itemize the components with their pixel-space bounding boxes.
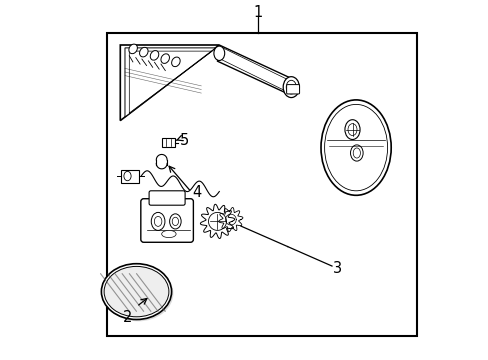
FancyBboxPatch shape <box>149 191 185 205</box>
Text: 4: 4 <box>192 185 201 200</box>
Ellipse shape <box>347 123 356 135</box>
Ellipse shape <box>320 100 390 195</box>
Bar <box>162 138 175 147</box>
Polygon shape <box>120 45 219 121</box>
Ellipse shape <box>283 77 299 98</box>
Ellipse shape <box>344 120 359 139</box>
Ellipse shape <box>101 264 171 320</box>
FancyBboxPatch shape <box>141 199 193 242</box>
Ellipse shape <box>104 266 168 317</box>
Text: 2: 2 <box>122 310 132 325</box>
Ellipse shape <box>350 145 363 161</box>
Ellipse shape <box>213 46 224 60</box>
Text: 5: 5 <box>179 133 188 148</box>
Ellipse shape <box>154 216 162 226</box>
Ellipse shape <box>172 217 178 226</box>
Ellipse shape <box>162 230 176 238</box>
Ellipse shape <box>123 171 131 181</box>
Bar <box>107 33 416 336</box>
Ellipse shape <box>285 80 296 94</box>
Ellipse shape <box>129 44 137 54</box>
Ellipse shape <box>324 104 387 191</box>
Text: 1: 1 <box>253 5 262 20</box>
Ellipse shape <box>352 148 360 158</box>
Polygon shape <box>217 45 292 95</box>
Ellipse shape <box>169 214 181 229</box>
FancyBboxPatch shape <box>286 85 299 94</box>
Ellipse shape <box>139 47 148 57</box>
Polygon shape <box>125 48 215 117</box>
Ellipse shape <box>103 266 173 321</box>
Text: 3: 3 <box>332 261 341 276</box>
Polygon shape <box>220 48 290 93</box>
Bar <box>121 170 139 183</box>
Ellipse shape <box>171 57 180 67</box>
Ellipse shape <box>151 212 164 230</box>
Ellipse shape <box>150 50 159 60</box>
Ellipse shape <box>161 54 169 63</box>
